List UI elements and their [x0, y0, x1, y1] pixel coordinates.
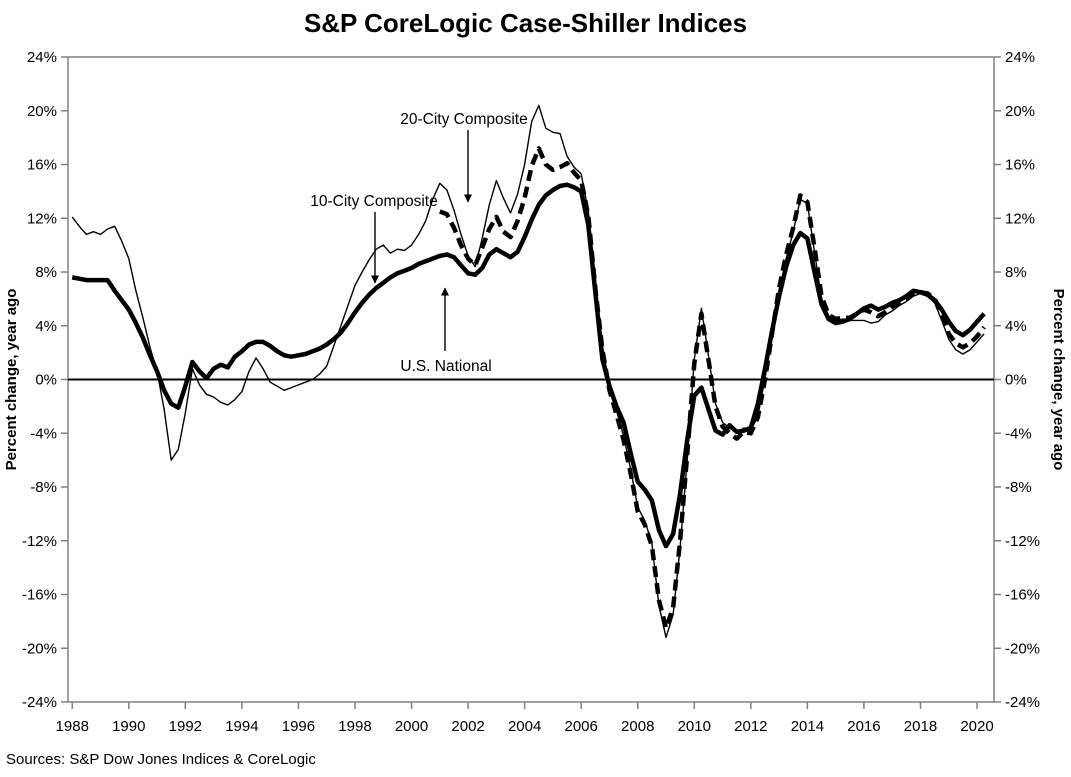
- y-tick-label-right: -12%: [1005, 533, 1040, 550]
- y-tick-label-left: -12%: [22, 533, 57, 550]
- y-tick-label-left: 24%: [27, 49, 57, 66]
- y-tick-label-left: -20%: [22, 640, 57, 657]
- y-tick-label-right: 4%: [1005, 318, 1027, 335]
- y-tick-label-left: 12%: [27, 210, 57, 227]
- y-tick-label-right: 20%: [1005, 103, 1035, 120]
- source-note: Sources: S&P Dow Jones Indices & CoreLog…: [6, 751, 316, 768]
- x-tick-label: 1992: [169, 718, 202, 735]
- chart-title: S&P CoreLogic Case-Shiller Indices: [303, 8, 748, 38]
- x-tick-label: 2008: [621, 718, 654, 735]
- y-tick-label-left: 8%: [35, 264, 57, 281]
- y-tick-label-left: 20%: [27, 103, 57, 120]
- y-axis-title-right: Percent change, year ago: [1050, 289, 1067, 471]
- y-tick-label-left: -4%: [30, 425, 57, 442]
- series-line-20-city-composite: [439, 146, 986, 631]
- anno-20-city-label: 20-City Composite: [400, 111, 528, 128]
- series-group: [71, 104, 986, 639]
- y-tick-label-right: 16%: [1005, 157, 1035, 174]
- y-tick-label-left: 4%: [35, 318, 57, 335]
- x-tick-label: 1994: [225, 718, 258, 735]
- x-tick-label: 2006: [565, 718, 598, 735]
- y-tick-label-left: 0%: [35, 372, 57, 389]
- y-tick-label-right: -16%: [1005, 587, 1040, 604]
- y-tick-label-right: -8%: [1005, 479, 1032, 496]
- x-tick-label: 1988: [56, 718, 89, 735]
- y-tick-label-left: -16%: [22, 587, 57, 604]
- anno-10-city-label: 10-City Composite: [310, 193, 438, 210]
- x-tick-label: 2000: [395, 718, 428, 735]
- x-tick-label: 2016: [847, 718, 880, 735]
- x-tick-label: 2020: [960, 718, 993, 735]
- x-tick-label: 2018: [904, 718, 937, 735]
- x-tick-label: 2014: [791, 718, 824, 735]
- y-tick-label-left: -24%: [22, 694, 57, 711]
- y-axis-title-left: Percent change, year ago: [3, 289, 20, 471]
- x-tick-label: 1998: [338, 718, 371, 735]
- y-tick-label-left: -8%: [30, 479, 57, 496]
- y-tick-label-right: -4%: [1005, 425, 1032, 442]
- y-axis-ticks: [61, 56, 1001, 703]
- y-tick-label-right: -20%: [1005, 640, 1040, 657]
- anno-us-national-label: U.S. National: [400, 358, 491, 375]
- y-tick-label-right: 8%: [1005, 264, 1027, 281]
- x-tick-label: 2012: [734, 718, 767, 735]
- x-tick-label: 1990: [112, 718, 145, 735]
- x-tick-label: 2002: [451, 718, 484, 735]
- y-tick-label-left: 16%: [27, 157, 57, 174]
- x-tick-label: 2004: [508, 718, 541, 735]
- y-tick-label-right: 12%: [1005, 210, 1035, 227]
- x-tick-label: 2010: [678, 718, 711, 735]
- x-axis-ticks: [71, 702, 978, 709]
- x-tick-label: 1996: [282, 718, 315, 735]
- y-tick-label-right: -24%: [1005, 694, 1040, 711]
- y-tick-label-right: 0%: [1005, 372, 1027, 389]
- y-tick-label-right: 24%: [1005, 49, 1035, 66]
- series-line-u-s-national: [71, 182, 986, 549]
